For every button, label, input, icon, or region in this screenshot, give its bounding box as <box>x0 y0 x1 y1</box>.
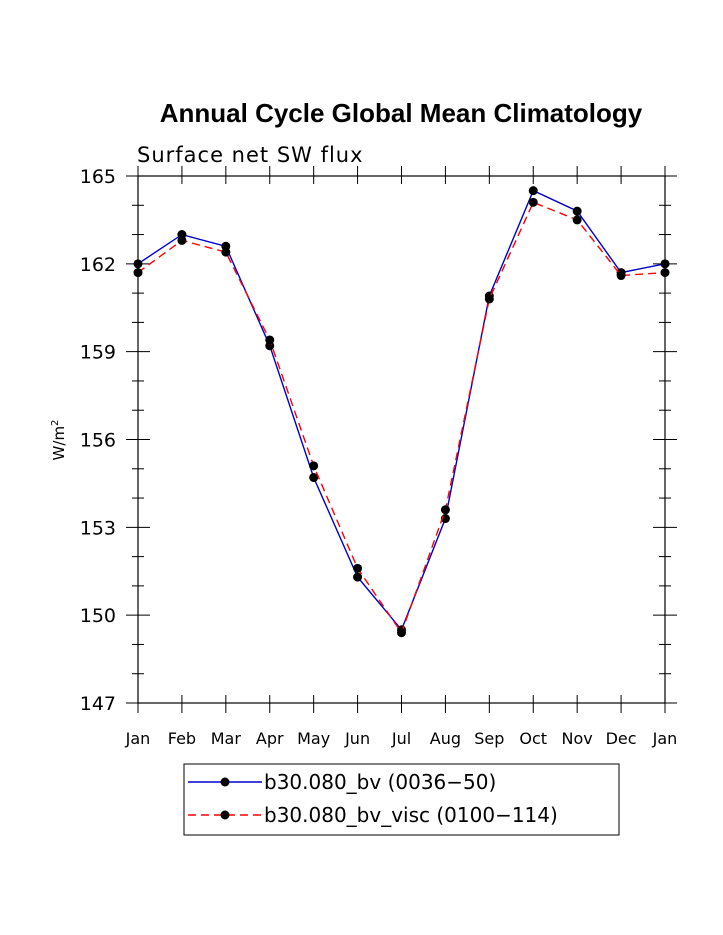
x-tick-label: Jun <box>344 729 370 748</box>
y-tick-label: 156 <box>80 430 116 452</box>
data-point <box>528 186 538 196</box>
axes: 147 150 153 156 159 162 165 Jan Feb Mar Apr May Jun J… <box>80 166 678 748</box>
y-tick-label: 150 <box>80 605 116 627</box>
y-tick-label: 153 <box>80 517 116 539</box>
x-tick-label: Jul <box>391 729 411 748</box>
data-point <box>221 247 231 257</box>
data-point <box>528 197 538 207</box>
data-point <box>660 259 670 269</box>
data-point <box>572 206 582 216</box>
x-tick-label: Feb <box>168 729 196 748</box>
legend-box <box>183 763 620 836</box>
x-tick-label: Mar <box>211 729 242 748</box>
series-line <box>137 189 666 632</box>
y-tick-label: 159 <box>80 342 116 364</box>
x-tick-label: Oct <box>519 729 547 748</box>
legend: b30.080_bv (0036−50) b30.080_bv_visc (010… <box>183 763 620 836</box>
x-tick-label: Dec <box>606 729 637 748</box>
legend-marker <box>220 810 230 820</box>
x-tick-label: Jan <box>125 729 151 748</box>
data-point <box>440 505 450 515</box>
x-tick-label: Nov <box>562 729 593 748</box>
series-1 <box>133 186 670 635</box>
y-tick-label: 165 <box>80 166 116 188</box>
y-axis-label-superscript: 2 <box>50 420 61 426</box>
x-tick-label: May <box>297 729 330 748</box>
data-point <box>353 563 363 573</box>
plot-frame <box>137 175 666 704</box>
data-point <box>616 271 626 281</box>
data-point <box>353 572 363 582</box>
data-point <box>309 461 319 471</box>
legend-label: b30.080_bv_visc (0100−114) <box>264 803 558 827</box>
data-point <box>265 335 275 345</box>
data-point <box>133 268 143 278</box>
legend-label: b30.080_bv (0036−50) <box>264 770 496 794</box>
series-2 <box>133 197 670 638</box>
y-axis-label: W/m2 <box>50 420 68 461</box>
data-point <box>397 628 406 638</box>
data-point <box>572 215 582 225</box>
legend-marker <box>220 777 230 787</box>
y-tick-label: 147 <box>80 693 116 715</box>
data-point <box>309 473 319 483</box>
data-point <box>484 294 494 304</box>
series-line <box>137 201 666 635</box>
data-point <box>660 268 670 278</box>
series-layer <box>133 186 670 638</box>
x-tick-label: Apr <box>256 729 284 748</box>
chart-subtitle: Surface net SW flux <box>137 143 364 167</box>
y-axis-label-base: W/m <box>50 426 68 461</box>
chart-title: Annual Cycle Global Mean Climatology <box>160 98 643 128</box>
x-tick-label: Jan <box>652 729 678 748</box>
data-point <box>177 235 187 245</box>
data-point <box>133 259 143 269</box>
y-tick-label: 162 <box>80 254 116 276</box>
x-tick-label: Sep <box>474 729 504 748</box>
x-tick-label: Aug <box>430 729 461 748</box>
